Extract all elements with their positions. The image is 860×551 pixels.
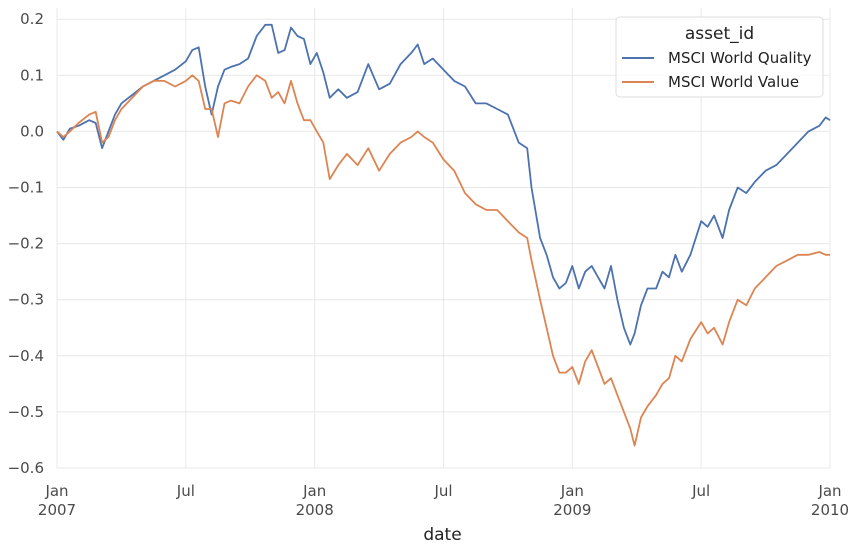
- y-tick-label: −0.2: [8, 235, 44, 253]
- legend-label: MSCI World Value: [668, 73, 799, 91]
- x-tick-label: Jul: [176, 482, 195, 500]
- x-tick-label: Jan: [817, 482, 841, 500]
- x-tick-year-label: 2010: [811, 501, 849, 519]
- legend-title: asset_id: [685, 24, 754, 44]
- y-tick-label: 0.2: [20, 10, 44, 28]
- x-tick-label: Jan: [302, 482, 326, 500]
- y-tick-label: −0.3: [8, 291, 44, 309]
- y-tick-label: 0.1: [20, 66, 44, 84]
- legend-box: [615, 16, 824, 98]
- x-tick-label: Jan: [44, 482, 68, 500]
- y-tick-label: 0.0: [20, 122, 44, 140]
- x-axis-title: date: [423, 525, 461, 545]
- series-line-value: [56, 74, 830, 447]
- legend-label: MSCI World Quality: [668, 49, 812, 67]
- y-tick-label: −0.1: [8, 179, 44, 197]
- x-tick-label: Jul: [433, 482, 452, 500]
- x-tick-year-label: 2008: [296, 501, 334, 519]
- y-tick-label: −0.4: [8, 347, 44, 365]
- series-line-quality: [56, 23, 831, 346]
- x-tick-label: Jan: [560, 482, 584, 500]
- x-tick-year-label: 2007: [38, 501, 76, 519]
- x-tick-label: Jul: [691, 482, 710, 500]
- x-tick-year-label: 2009: [553, 501, 591, 519]
- y-tick-label: −0.5: [8, 403, 44, 421]
- y-tick-label: −0.6: [8, 459, 44, 477]
